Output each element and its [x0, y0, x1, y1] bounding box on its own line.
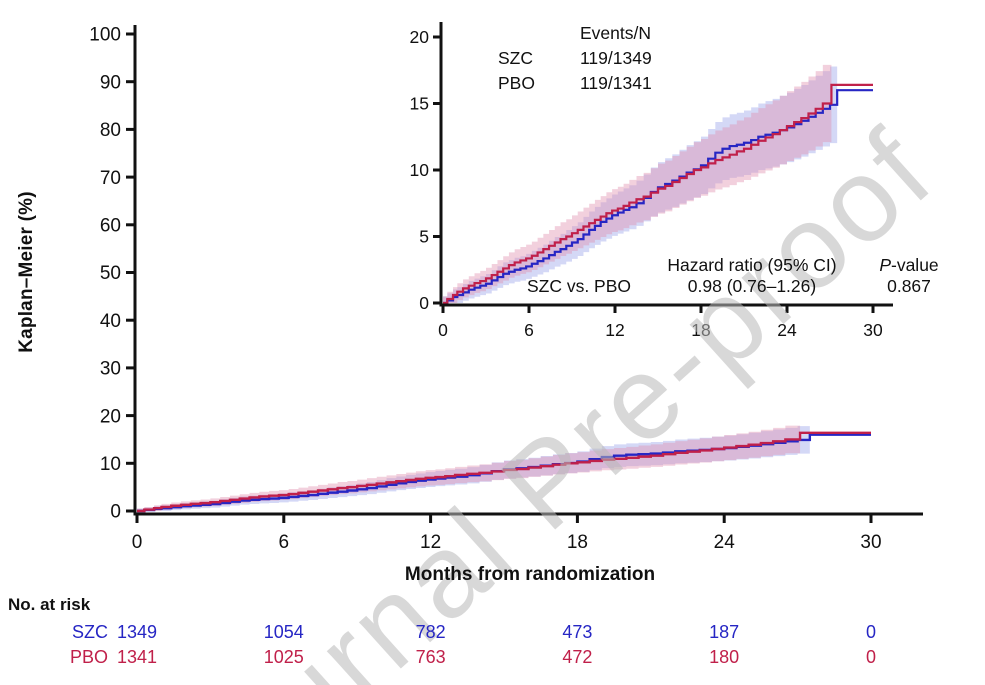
- risk-value-pbo-m6: 1025: [263, 647, 304, 667]
- risk-table-title: No. at risk: [8, 595, 91, 614]
- km-curve-pbo: [137, 431, 871, 513]
- y-tick-label: 15: [410, 94, 429, 114]
- y-tick-label: 20: [410, 27, 430, 47]
- y-tick-label: 10: [100, 454, 121, 475]
- risk-value-pbo-m24: 180: [709, 647, 740, 667]
- x-tick-label: 18: [691, 320, 710, 340]
- risk-value-pbo-m0: 1341: [116, 647, 158, 667]
- x-tick-label: 12: [420, 532, 441, 553]
- risk-row-label-szc: SZC: [72, 622, 108, 642]
- legend-events-pbo: 119/1341: [580, 73, 652, 93]
- x-tick-label: 18: [567, 532, 588, 553]
- hazard-ratio-header: Hazard ratio (95% CI): [667, 255, 837, 275]
- x-tick-label: 6: [524, 320, 534, 340]
- hazard-ratio-value: 0.98 (0.76–1.26): [687, 276, 817, 296]
- y-tick-label: 40: [100, 311, 121, 332]
- x-tick-label: 0: [438, 320, 448, 340]
- y-tick-label: 70: [100, 168, 121, 189]
- ci-band-pbo: [443, 26, 832, 303]
- km-curve-szc: [443, 89, 873, 305]
- risk-value-szc-m18: 473: [562, 622, 593, 642]
- y-tick-label: 50: [100, 263, 121, 284]
- y-tick-label: 10: [410, 160, 430, 180]
- legend-events-szc: 119/1349: [580, 48, 652, 68]
- risk-value-pbo-m30: 0: [865, 647, 876, 667]
- risk-value-szc-m30: 0: [865, 622, 876, 642]
- x-tick-label: 24: [777, 320, 797, 340]
- comparison-label: SZC vs. PBO: [526, 276, 632, 296]
- x-axis-title: Months from randomization: [404, 564, 656, 585]
- ci-band-pbo: [137, 396, 801, 511]
- anno-spacer: [520, 255, 638, 275]
- km-curve-pbo: [443, 83, 873, 305]
- risk-row-label-pbo: PBO: [69, 647, 108, 667]
- y-axis-title: Kaplan–Meier (%): [16, 191, 37, 353]
- risk-value-szc-m12: 782: [415, 622, 446, 642]
- y-tick-label: 20: [100, 406, 121, 427]
- ci-band-szc: [443, 26, 838, 303]
- p-value: 0.867: [887, 276, 931, 296]
- y-tick-label: 0: [110, 502, 121, 523]
- x-tick-label: 6: [279, 532, 290, 553]
- x-tick-label: 0: [132, 532, 143, 553]
- risk-value-pbo-m18: 472: [562, 647, 593, 667]
- y-tick-label: 90: [100, 72, 121, 93]
- legend-label-szc: SZC: [498, 48, 533, 68]
- risk-value-pbo-m12: 763: [415, 647, 446, 667]
- x-tick-label: 12: [605, 320, 624, 340]
- y-tick-label: 100: [89, 25, 121, 46]
- legend-label-pbo: PBO: [498, 73, 535, 93]
- x-tick-label: 30: [860, 532, 881, 553]
- risk-value-szc-m24: 187: [709, 622, 740, 642]
- y-tick-label: 30: [100, 359, 121, 380]
- y-tick-label: 5: [419, 227, 429, 247]
- y-tick-label: 80: [100, 120, 121, 141]
- hazard-ratio-annotation: Hazard ratio (95% CI) P-value SZC vs. PB…: [520, 255, 952, 296]
- legend: Events/N SZC 119/1349 PBO 119/1341: [452, 22, 652, 94]
- y-tick-label: 0: [419, 293, 429, 313]
- x-tick-label: 24: [714, 532, 736, 553]
- legend-events-header: Events/N: [580, 23, 651, 43]
- x-tick-label: 30: [863, 320, 883, 340]
- y-tick-label: 60: [100, 215, 121, 236]
- risk-value-szc-m6: 1054: [263, 622, 304, 642]
- p-value-header: P-value: [879, 255, 939, 275]
- risk-value-szc-m0: 1349: [116, 622, 158, 642]
